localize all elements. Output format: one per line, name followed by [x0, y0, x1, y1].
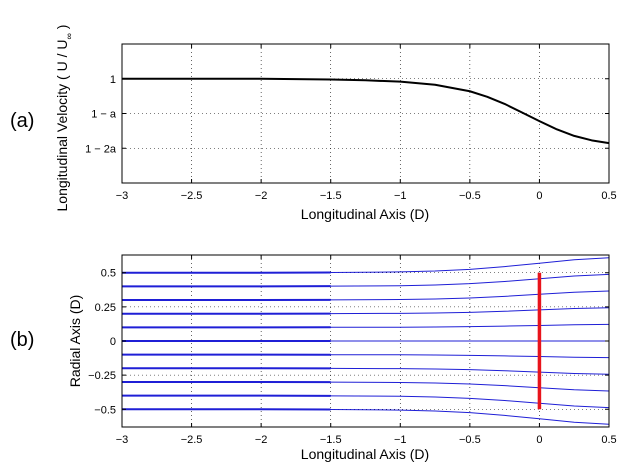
panel-b-y-axis-label: Radial Axis (D) — [67, 295, 83, 388]
panel-b-y-ticks: 0.5 0.25 0 −0.25 −0.5 — [88, 268, 609, 416]
y-tick-label: 0 — [110, 336, 116, 348]
x-tick-label: −1 — [394, 190, 407, 202]
panel-b-x-ticks: −3 −2.5 −2 −1.5 −1 −0.5 0 0.5 — [116, 255, 617, 446]
streamline — [122, 381, 610, 392]
x-tick-label: −2.5 — [181, 434, 203, 446]
streamline — [122, 395, 610, 409]
y-tick-label: 0.5 — [101, 268, 116, 280]
y-tick-label: −0.5 — [94, 404, 116, 416]
x-tick-label: −1.5 — [320, 434, 342, 446]
panel-b-x-axis-label: Longitudinal Axis (D) — [301, 446, 429, 462]
x-tick-label: −0.5 — [459, 190, 481, 202]
panel-b-label: (b) — [10, 329, 34, 351]
y-tick-label: −0.25 — [88, 370, 116, 382]
panel-a-series — [122, 77, 610, 145]
panel-a-axes-frame — [121, 43, 610, 184]
y-tick-label: 1 — [110, 74, 116, 86]
x-tick-label: −3 — [116, 434, 129, 446]
streamline — [122, 408, 610, 425]
streamline — [122, 273, 610, 287]
x-tick-label: −2.5 — [181, 190, 203, 202]
x-tick-label: 0.5 — [601, 190, 616, 202]
x-tick-label: −2 — [255, 434, 268, 446]
velocity-line — [122, 77, 610, 145]
x-tick-label: 0 — [536, 190, 542, 202]
x-tick-label: 0.5 — [601, 434, 616, 446]
panel-a-gridlines — [121, 44, 610, 183]
x-tick-label: −1.5 — [320, 190, 342, 202]
x-tick-label: −1 — [394, 434, 407, 446]
x-tick-label: −0.5 — [459, 434, 481, 446]
panel-a-x-axis-label: Longitudinal Axis (D) — [301, 206, 429, 222]
x-tick-label: −2 — [255, 190, 268, 202]
panel-b-streamlines — [122, 257, 610, 425]
panel-b-streamline-plot: (b) −3 −2.5 −2 −1.5 −1 −0.5 0 0.5 0.5 0.25 0 −0.25… — [10, 254, 617, 462]
y-tick-label: 1 − a — [91, 109, 117, 121]
x-tick-label: −3 — [116, 190, 129, 202]
panel-a-label: (a) — [10, 110, 34, 132]
panel-a-y-ticks: 1 1 − a 1 − 2a — [85, 74, 609, 155]
y-tick-label: 1 − 2a — [85, 143, 117, 155]
y-tick-label: 0.25 — [95, 302, 116, 314]
panel-a-x-ticks: −3 −2.5 −2 −1.5 −1 −0.5 0 0.5 — [116, 44, 617, 202]
x-tick-label: 0 — [536, 434, 542, 446]
streamline — [122, 257, 610, 274]
panel-a-velocity-plot: (a) −3 −2.5 −2 −1.5 −1 −0.5 0 0.5 11 − a1 − 2a … — [10, 25, 617, 222]
panel-a-y-axis-label: Longitudinal Velocity ( U / U∞ ) — [54, 25, 74, 212]
streamline — [122, 290, 610, 301]
